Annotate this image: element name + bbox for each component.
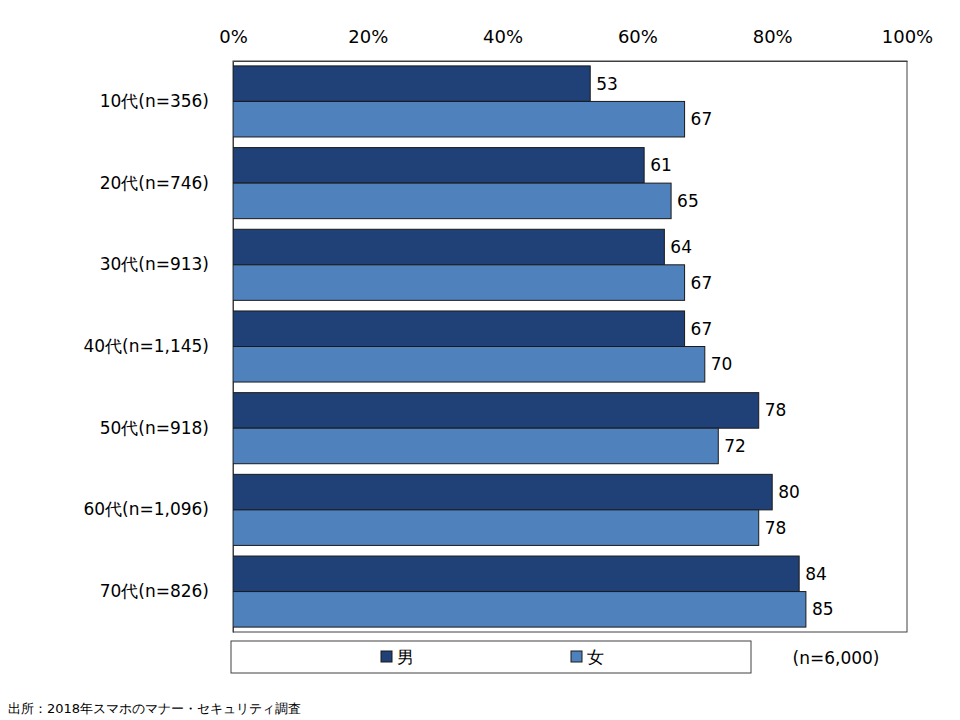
x-tick-label: 100% bbox=[882, 26, 933, 47]
bar bbox=[233, 474, 772, 510]
data-label: 67 bbox=[691, 319, 713, 339]
data-label: 84 bbox=[805, 564, 827, 584]
bar bbox=[233, 592, 806, 628]
data-label: 61 bbox=[650, 155, 672, 175]
bar bbox=[233, 428, 718, 464]
data-label: 64 bbox=[670, 237, 692, 257]
data-label: 67 bbox=[691, 109, 713, 129]
category-label: 30代(n=913) bbox=[100, 254, 209, 274]
legend-box bbox=[231, 641, 751, 673]
x-tick: 0% bbox=[219, 26, 248, 61]
bar bbox=[233, 393, 759, 429]
x-tick-label: 60% bbox=[618, 26, 658, 47]
category-label: 20代(n=746) bbox=[100, 173, 209, 193]
x-axis: 0% 20% 40% 60% 80% 100% bbox=[219, 26, 933, 62]
data-label: 85 bbox=[812, 599, 834, 619]
data-label: 53 bbox=[596, 74, 618, 94]
data-label: 65 bbox=[677, 191, 699, 211]
legend-swatch bbox=[571, 651, 582, 662]
x-axis-line bbox=[234, 61, 908, 62]
y-axis: 10代(n=356) 20代(n=746) 30代(n=913) 40代(n=1,14… bbox=[83, 62, 233, 633]
bar bbox=[233, 101, 685, 137]
x-tick-label: 80% bbox=[753, 26, 793, 47]
data-labels: 53 61 64 67 78 80 84 67 65 67 70 72 78 85 bbox=[596, 74, 833, 620]
bar bbox=[233, 347, 705, 383]
bar bbox=[233, 148, 644, 184]
data-label: 80 bbox=[778, 482, 800, 502]
category-label: 50代(n=918) bbox=[100, 418, 209, 438]
category-label: 40代(n=1,145) bbox=[83, 336, 209, 356]
x-tick: 80% bbox=[753, 26, 793, 61]
x-tick-label: 20% bbox=[348, 26, 388, 47]
legend-label: 男 bbox=[397, 647, 414, 667]
x-tick: 40% bbox=[483, 26, 523, 61]
bars bbox=[233, 66, 806, 627]
y-tick: 30代(n=913) bbox=[100, 254, 233, 274]
bar bbox=[233, 229, 664, 265]
bar bbox=[233, 510, 759, 546]
category-label: 60代(n=1,096) bbox=[83, 499, 209, 519]
x-tick: 20% bbox=[348, 26, 388, 61]
x-tick: 60% bbox=[618, 26, 658, 61]
data-label: 78 bbox=[765, 400, 787, 420]
data-label: 70 bbox=[711, 354, 733, 374]
legend-label: 女 bbox=[587, 647, 604, 667]
y-tick: 60代(n=1,096) bbox=[83, 499, 233, 519]
y-tick: 40代(n=1,145) bbox=[83, 336, 233, 356]
data-label: 78 bbox=[765, 518, 787, 538]
bar bbox=[233, 183, 671, 219]
data-label: 67 bbox=[691, 273, 713, 293]
y-tick: 70代(n=826) bbox=[100, 581, 233, 601]
bar bbox=[233, 265, 685, 301]
category-label: 10代(n=356) bbox=[100, 91, 209, 111]
bar bbox=[233, 66, 590, 102]
y-tick: 10代(n=356) bbox=[100, 91, 233, 111]
bar bbox=[233, 311, 685, 347]
x-tick-label: 0% bbox=[219, 26, 248, 47]
chart: 0% 20% 40% 60% 80% 100% 10代(n=356) 20代(n=746) 30… bbox=[0, 0, 960, 720]
y-tick: 50代(n=918) bbox=[100, 418, 233, 438]
annotation: (n=6,000) bbox=[793, 648, 880, 668]
legend: 男女 bbox=[231, 641, 751, 673]
annotation: 出所：2018年スマホのマナー・セキュリティ調査 bbox=[8, 701, 301, 716]
y-tick: 20代(n=746) bbox=[100, 173, 233, 193]
data-label: 72 bbox=[724, 436, 746, 456]
plot-frame bbox=[233, 61, 907, 632]
legend-swatch bbox=[381, 651, 392, 662]
x-tick: 100% bbox=[882, 26, 933, 61]
x-tick-label: 40% bbox=[483, 26, 523, 47]
bar bbox=[233, 556, 799, 592]
category-label: 70代(n=826) bbox=[100, 581, 209, 601]
